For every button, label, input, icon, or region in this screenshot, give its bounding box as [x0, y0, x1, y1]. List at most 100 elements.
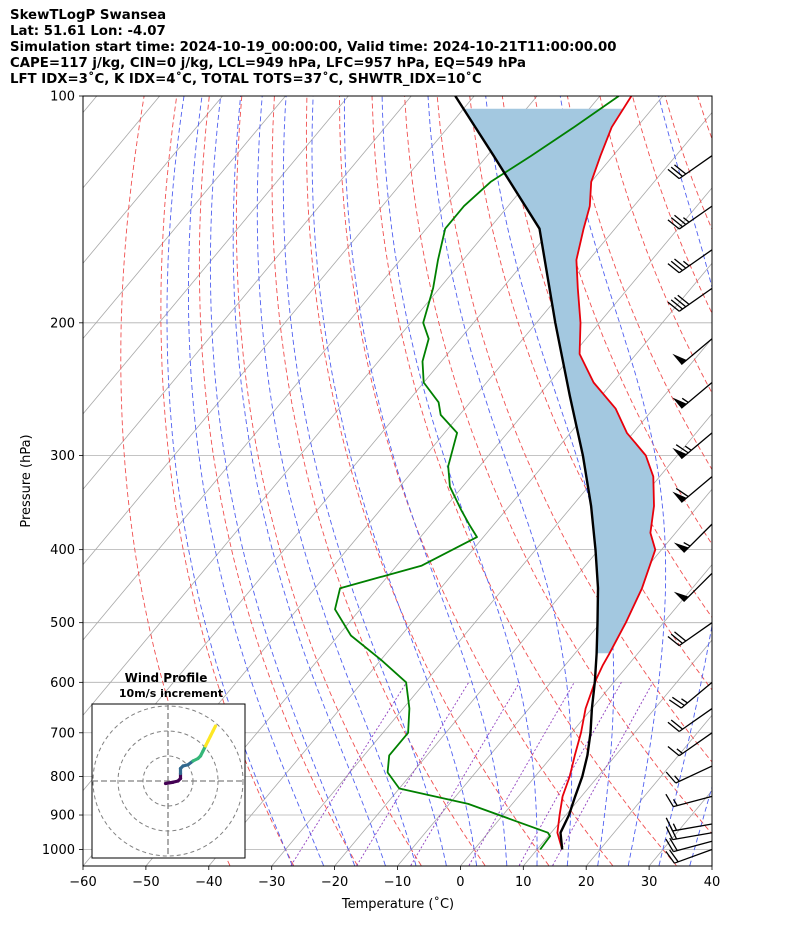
x-tick-label: −30 — [258, 875, 285, 890]
dry-adiabat — [271, 96, 486, 866]
x-tick-label: 40 — [704, 875, 721, 890]
y-tick-label: 100 — [50, 90, 75, 105]
wind-barb — [667, 707, 713, 733]
moist-adiabat — [658, 96, 712, 866]
moist-adiabat — [343, 96, 508, 866]
x-tick-label: −10 — [384, 875, 411, 890]
isotherm-line — [712, 96, 794, 865]
wind-barb — [665, 793, 713, 808]
x-tick-label: 0 — [456, 875, 464, 890]
moist-adiabat — [485, 96, 615, 866]
x-tick-label: 10 — [515, 875, 532, 890]
y-tick-label: 600 — [50, 676, 75, 691]
isotherm-line — [83, 96, 538, 641]
dewpoint-profile — [334, 96, 620, 851]
mixing-ratio-line — [518, 682, 622, 866]
wind-barb — [667, 249, 713, 274]
dry-adiabat — [198, 96, 358, 866]
moist-adiabat — [256, 96, 417, 866]
indices-line: LFT IDX=3˚C, K IDX=4˚C, TOTAL TOTS=37˚C,… — [10, 72, 482, 87]
isotherm-line — [586, 714, 712, 866]
moist-adiabat — [282, 96, 447, 866]
y-tick-label: 900 — [50, 809, 75, 824]
wind-barb — [665, 817, 713, 832]
y-tick-label: 200 — [50, 316, 75, 331]
moist-adiabat — [381, 96, 538, 866]
dry-adiabat — [305, 96, 550, 866]
hodograph-title: Wind Profile — [125, 671, 208, 685]
dry-adiabat — [730, 96, 794, 866]
mixing-ratio-line — [290, 682, 407, 866]
y-tick-label: 500 — [50, 616, 75, 631]
dry-adiabat — [566, 96, 712, 471]
x-tick-label: 20 — [578, 875, 595, 890]
chart-header: SkewTLogP Swansea Lat: 51.61 Lon: -4.07 … — [10, 8, 617, 88]
moist-adiabat — [721, 96, 794, 866]
x-axis-label: Temperature (˚C) — [341, 896, 454, 912]
moist-adiabat — [209, 96, 356, 866]
wind-barb — [667, 205, 713, 230]
isotherm-line — [208, 262, 712, 866]
moist-adiabat — [166, 96, 293, 866]
isotherm-line — [146, 187, 712, 866]
isotherm-line — [775, 96, 794, 865]
wind-barb — [673, 572, 713, 603]
moist-adiabat — [187, 96, 324, 866]
wind-barb — [672, 381, 713, 409]
isotherm-line — [83, 96, 601, 716]
dry-adiabat — [763, 96, 794, 866]
wind-barb — [667, 732, 713, 757]
parcel-profile — [454, 96, 600, 850]
hodograph-subtitle: 10m/s increment — [119, 687, 223, 700]
x-tick-label: −20 — [321, 875, 348, 890]
wind-barb — [673, 523, 713, 553]
axis-ticks: −60 −50 −40 −30 −20 −10 0 10 20 30 40 100 200 300 400 5… — [42, 90, 720, 891]
x-tick-label: −60 — [69, 875, 96, 890]
mixing-ratio-line — [356, 682, 470, 866]
x-tick-label: 30 — [641, 875, 658, 890]
location-line: Lat: 51.61 Lon: -4.07 — [10, 24, 166, 39]
y-tick-label: 700 — [50, 726, 75, 741]
dry-adiabat — [404, 96, 712, 835]
cape-shading — [463, 108, 656, 654]
temperature-profile — [556, 96, 657, 850]
y-tick-label: 1000 — [42, 843, 75, 858]
time-line: Simulation start time: 2024-10-19_00:00:… — [10, 40, 617, 55]
y-tick-label: 300 — [50, 449, 75, 464]
y-axis-label: Pressure (hPa) — [19, 434, 34, 527]
wind-barb — [665, 765, 713, 784]
profile-lines — [334, 96, 657, 851]
isotherm-line — [523, 639, 712, 866]
isotherm-line — [83, 96, 98, 114]
moist-adiabat — [232, 96, 386, 866]
wind-barb — [668, 681, 713, 709]
chart-title: SkewTLogP Swansea — [10, 8, 167, 23]
isotherm-line — [83, 96, 286, 340]
wind-barb — [665, 848, 713, 864]
dry-adiabat — [371, 96, 677, 866]
wind-barb — [667, 622, 713, 647]
cape-line: CAPE=117 j/kg, CIN=0 j/kg, LCL=949 hPa, … — [10, 56, 527, 71]
wind-barb — [672, 432, 713, 460]
isotherm-line — [83, 96, 475, 566]
hodograph-trace — [211, 724, 218, 733]
dry-adiabat — [160, 96, 295, 866]
dry-adiabat — [632, 96, 712, 315]
y-tick-label: 400 — [50, 543, 75, 558]
wind-barbs — [665, 155, 713, 864]
x-tick-label: −40 — [195, 875, 222, 890]
wind-barb — [672, 338, 713, 366]
wind-barb — [672, 476, 713, 503]
isotherm-line — [397, 488, 712, 866]
wind-barb — [667, 287, 713, 312]
isotherm-line — [460, 563, 712, 866]
hodograph-inset: Wind Profile 10m/s increment — [91, 671, 246, 859]
dry-adiabat — [534, 96, 712, 545]
moist-adiabat — [311, 96, 478, 866]
dry-adiabat — [339, 96, 613, 866]
dry-adiabat — [664, 96, 712, 231]
isotherm-line — [83, 96, 412, 490]
mixing-ratio-line — [410, 682, 520, 866]
mixing-ratio-line — [552, 682, 654, 866]
